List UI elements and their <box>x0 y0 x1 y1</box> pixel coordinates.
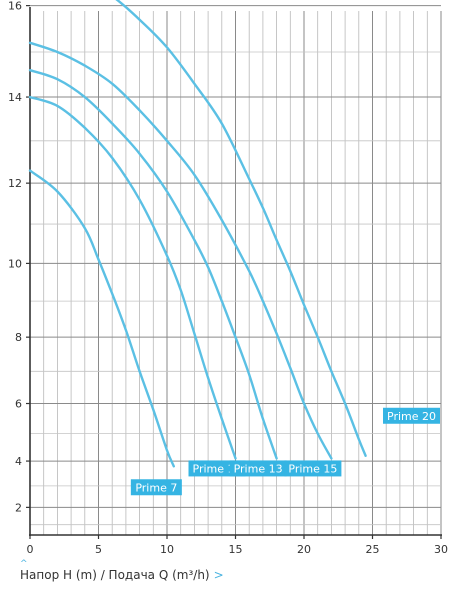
series-line <box>115 0 367 457</box>
y-tick-label: 4 <box>15 455 22 468</box>
x-tick-label: 25 <box>366 543 380 556</box>
chevron-right-icon[interactable]: > <box>213 568 224 582</box>
series-label-box <box>229 460 287 477</box>
x-tick-label: 10 <box>160 543 174 556</box>
series-label: Prime 20 <box>387 410 436 423</box>
footer-label[interactable]: Напор H (m) / Подача Q (m³/h) <box>20 568 210 582</box>
x-tick-label: 15 <box>229 543 243 556</box>
y-tick-label: 8 <box>15 331 22 344</box>
series-line <box>28 95 237 460</box>
y-tick-label: 10 <box>8 257 22 270</box>
series-label: Prime 7 <box>135 481 177 494</box>
y-tick-label: 12 <box>8 177 22 190</box>
y-tick-label: 16 <box>8 0 22 13</box>
series-label-box <box>383 407 440 424</box>
series-label: Prime 15 <box>288 462 337 475</box>
y-tick-label: 2 <box>15 501 22 514</box>
x-tick-label: 5 <box>95 543 102 556</box>
y-tick-label: 6 <box>15 398 22 411</box>
x-tick-label: 20 <box>297 543 311 556</box>
series-label: Prime 13 <box>234 462 283 475</box>
x-tick-label: 30 <box>434 543 448 556</box>
series-line <box>28 41 333 460</box>
footer-caption[interactable]: Напор H (m) / Подача Q (m³/h) > <box>20 568 224 582</box>
series-label-box <box>284 460 342 477</box>
series-line <box>28 169 175 468</box>
series-label-box <box>130 479 182 496</box>
series-label: Prime 11 <box>193 462 242 475</box>
x-tick-label: 0 <box>27 543 34 556</box>
series-line <box>28 69 278 460</box>
y-tick-label: 14 <box>8 91 22 104</box>
footer-caret-icon: ^ <box>20 559 28 569</box>
